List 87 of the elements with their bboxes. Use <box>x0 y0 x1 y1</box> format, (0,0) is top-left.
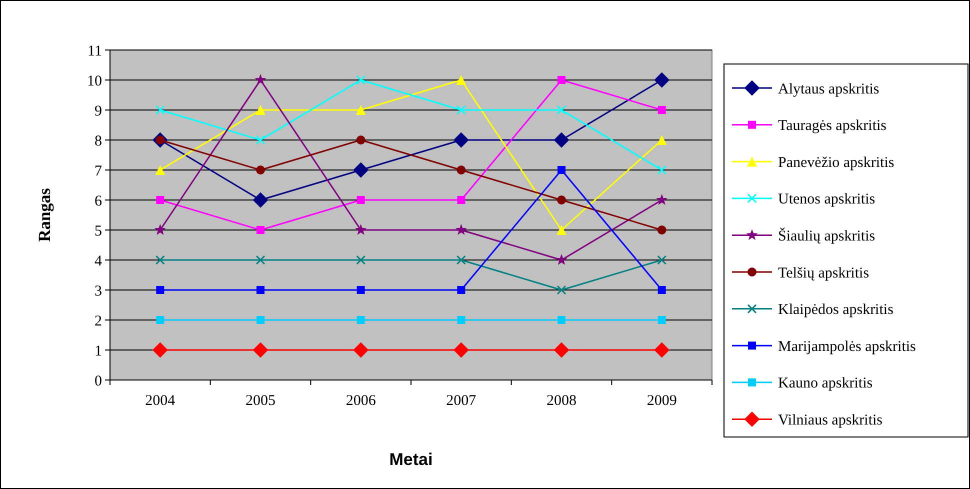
point <box>155 255 165 265</box>
point <box>656 135 667 145</box>
point <box>156 286 164 294</box>
point <box>654 342 670 358</box>
y-tick-label: 2 <box>94 313 102 330</box>
point <box>154 224 166 235</box>
legend-label: Marijampolės apskritis <box>778 338 916 355</box>
point <box>456 255 466 265</box>
point <box>256 286 264 294</box>
point <box>356 316 365 324</box>
legend-label: Utenos apskritis <box>778 192 876 208</box>
point <box>256 226 264 234</box>
point <box>554 132 569 148</box>
y-tick-label: 1 <box>94 343 102 360</box>
point <box>456 75 466 85</box>
point <box>353 162 368 178</box>
point <box>256 316 264 324</box>
point <box>654 72 670 88</box>
y-tick-label: 0 <box>94 373 102 390</box>
point <box>657 255 667 265</box>
y-tick-label: 7 <box>94 163 102 180</box>
legend-label: Alytaus apskritis <box>778 81 880 98</box>
point <box>556 105 566 115</box>
point <box>455 224 467 235</box>
point <box>657 226 666 234</box>
point <box>556 285 566 295</box>
point <box>554 342 569 358</box>
legend-label: Vilniaus apskritis <box>778 412 883 428</box>
point <box>253 192 268 208</box>
point <box>356 105 366 115</box>
x-tick-label: 2007 <box>446 393 477 409</box>
point <box>558 166 566 174</box>
point <box>254 74 266 85</box>
point <box>256 255 266 265</box>
point <box>256 105 266 115</box>
y-tick-label: 11 <box>88 43 102 60</box>
point <box>355 224 367 235</box>
x-tick-label: 2009 <box>646 393 677 409</box>
y-tick-label: 6 <box>94 193 102 210</box>
y-tick-label: 4 <box>94 253 102 270</box>
legend-label: Tauragės apskritis <box>778 118 887 134</box>
point <box>456 105 466 115</box>
y-tick-label: 5 <box>94 223 102 240</box>
x-tick-label: 2006 <box>346 393 376 409</box>
point <box>656 194 668 205</box>
point <box>356 136 366 144</box>
point <box>456 166 466 174</box>
point <box>152 342 168 358</box>
point <box>657 165 667 175</box>
x-tick-label: 2005 <box>246 393 276 409</box>
point <box>253 342 268 358</box>
point <box>658 316 666 324</box>
point <box>454 132 469 148</box>
point <box>658 106 666 114</box>
point <box>156 316 164 324</box>
legend-label: Šiaulių apskritis <box>778 227 876 244</box>
y-tick-label: 8 <box>94 133 102 150</box>
point <box>557 196 566 204</box>
point <box>256 166 265 174</box>
point <box>556 225 566 235</box>
point <box>356 286 365 294</box>
point <box>155 165 166 175</box>
y-tick-label: 10 <box>87 73 102 90</box>
point <box>156 196 164 204</box>
point <box>558 316 566 324</box>
point <box>356 255 366 265</box>
point <box>256 135 266 145</box>
x-tick-label: 2008 <box>546 393 576 409</box>
point <box>356 75 366 85</box>
legend-label: Telšių apskritis <box>778 265 870 282</box>
x-tick-label: 2004 <box>145 393 176 409</box>
point <box>454 342 469 358</box>
y-axis-title: Rangas <box>35 188 54 242</box>
point <box>356 196 365 204</box>
legend-label: Kauno apskritis <box>778 376 873 392</box>
point <box>658 286 666 294</box>
point <box>155 105 165 115</box>
legend-label: Klaipėdos apskritis <box>778 302 894 318</box>
legend-label: Panevėžio apskritis <box>778 154 894 171</box>
x-axis-title: Metai <box>389 450 433 469</box>
y-tick-label: 3 <box>94 283 102 300</box>
point <box>457 196 466 204</box>
point <box>353 342 368 358</box>
point <box>457 286 466 294</box>
point <box>558 76 566 84</box>
y-tick-label: 9 <box>94 103 102 120</box>
point <box>457 316 466 324</box>
